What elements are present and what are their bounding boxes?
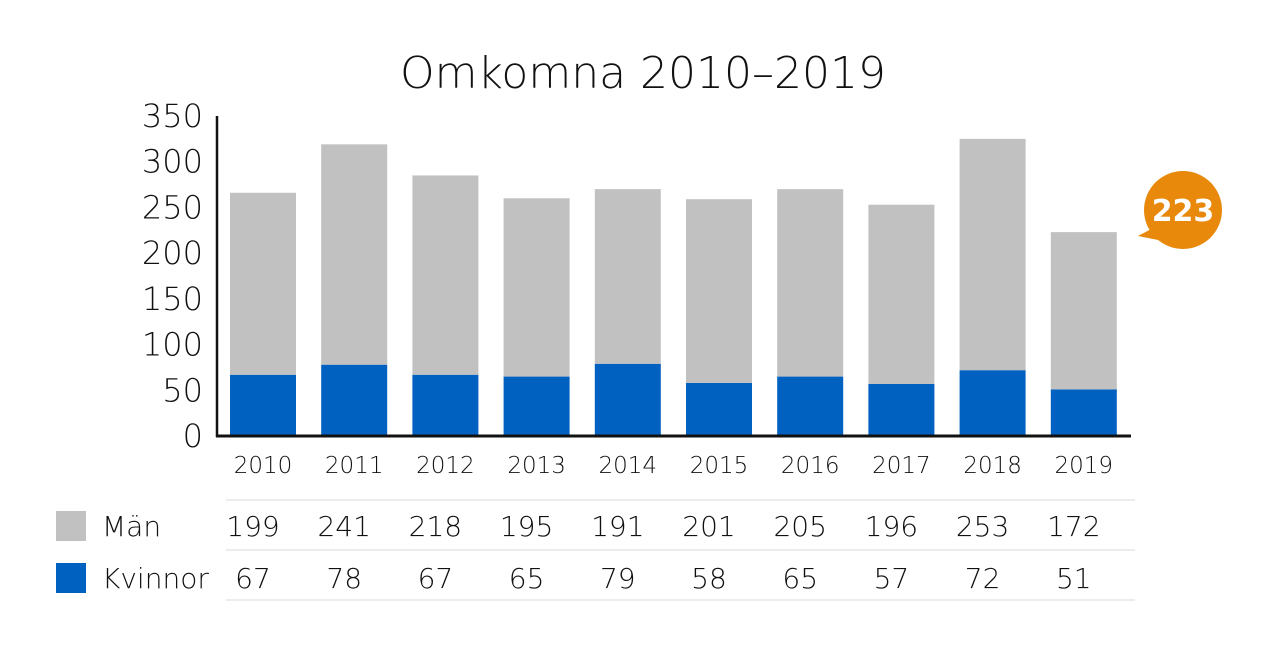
bar-kvinnor-2012 <box>412 374 479 436</box>
x-tick-label: 2018 <box>963 453 1022 479</box>
y-tick-label: 200 <box>142 234 203 272</box>
table-cell: 195 <box>500 510 553 543</box>
x-tick-label: 2011 <box>325 453 384 479</box>
y-tick-label: 300 <box>142 143 203 181</box>
bars <box>230 138 1117 436</box>
table-cell: 65 <box>509 562 545 595</box>
bar-män-2015 <box>686 199 752 383</box>
table-cell: 172 <box>1047 510 1100 543</box>
table-cell: 199 <box>226 510 279 543</box>
bar-män-2019 <box>1050 232 1117 390</box>
data-table: Män 199 241 218 195 191 201 205 196 253 172 Kvinnor… <box>56 499 1135 601</box>
table-cell: 67 <box>418 562 454 595</box>
bar-män-2017 <box>868 204 935 384</box>
bar-män-2013 <box>503 198 570 377</box>
table-cell: 78 <box>326 562 362 595</box>
bar-kvinnor-2013 <box>503 376 570 436</box>
table-cell: 72 <box>965 562 1001 595</box>
y-tick-label: 150 <box>142 280 203 318</box>
total-badge: 223 <box>1138 171 1222 249</box>
bar-kvinnor-2017 <box>868 383 935 436</box>
bar-män-2011 <box>321 144 388 365</box>
table-cell: 205 <box>773 510 826 543</box>
table-cell: 51 <box>1056 562 1092 595</box>
table-row-label: Kvinnor <box>102 562 209 595</box>
bar-kvinnor-2015 <box>686 382 752 436</box>
bar-män-2016 <box>777 189 844 377</box>
legend-swatch-män <box>56 511 86 541</box>
table-cell: 65 <box>782 562 818 595</box>
table-cell: 58 <box>691 562 727 595</box>
bar-kvinnor-2010 <box>230 374 296 436</box>
table-cell: 218 <box>409 510 462 543</box>
x-tick-label: 2013 <box>507 453 566 479</box>
table-cell: 201 <box>682 510 735 543</box>
bar-män-2018 <box>959 138 1026 371</box>
x-tick-label: 2019 <box>1055 453 1114 479</box>
bar-kvinnor-2018 <box>959 370 1026 436</box>
y-ticks: 0 50 100 150 200 250 300 350 <box>142 97 203 455</box>
table-cell: 241 <box>317 510 370 543</box>
table-cell: 67 <box>235 562 271 595</box>
bar-män-2014 <box>594 189 661 364</box>
table-cell: 57 <box>874 562 910 595</box>
bar-kvinnor-2016 <box>777 376 844 436</box>
table-row-label: Män <box>102 510 161 543</box>
table-cell: 253 <box>956 510 1009 543</box>
bar-kvinnor-2014 <box>594 363 661 436</box>
x-tick-label: 2014 <box>599 453 658 479</box>
chart-title: Omkomna 2010–2019 <box>400 48 886 99</box>
y-tick-label: 350 <box>142 97 203 135</box>
x-tick-label: 2012 <box>416 453 475 479</box>
badge-value: 223 <box>1152 194 1215 229</box>
x-ticks: 2010 2011 2012 2013 2014 2015 2016 2017 2018 2019 <box>234 453 1113 479</box>
table-cell: 196 <box>865 510 918 543</box>
bar-kvinnor-2011 <box>321 364 388 436</box>
legend-swatch-kvinnor <box>56 563 86 593</box>
y-tick-label: 250 <box>142 188 203 226</box>
table-cell: 79 <box>600 562 636 595</box>
x-tick-label: 2017 <box>872 453 931 479</box>
y-tick-label: 0 <box>183 417 203 455</box>
bar-kvinnor-2019 <box>1050 389 1117 436</box>
bar-män-2012 <box>412 175 479 375</box>
table-cell: 191 <box>591 510 644 543</box>
x-tick-label: 2010 <box>234 453 293 479</box>
badge-circle <box>1144 171 1222 249</box>
bar-män-2010 <box>230 192 296 375</box>
y-tick-label: 50 <box>162 371 203 409</box>
x-tick-label: 2015 <box>690 453 749 479</box>
y-tick-label: 100 <box>142 326 203 364</box>
x-tick-label: 2016 <box>781 453 840 479</box>
